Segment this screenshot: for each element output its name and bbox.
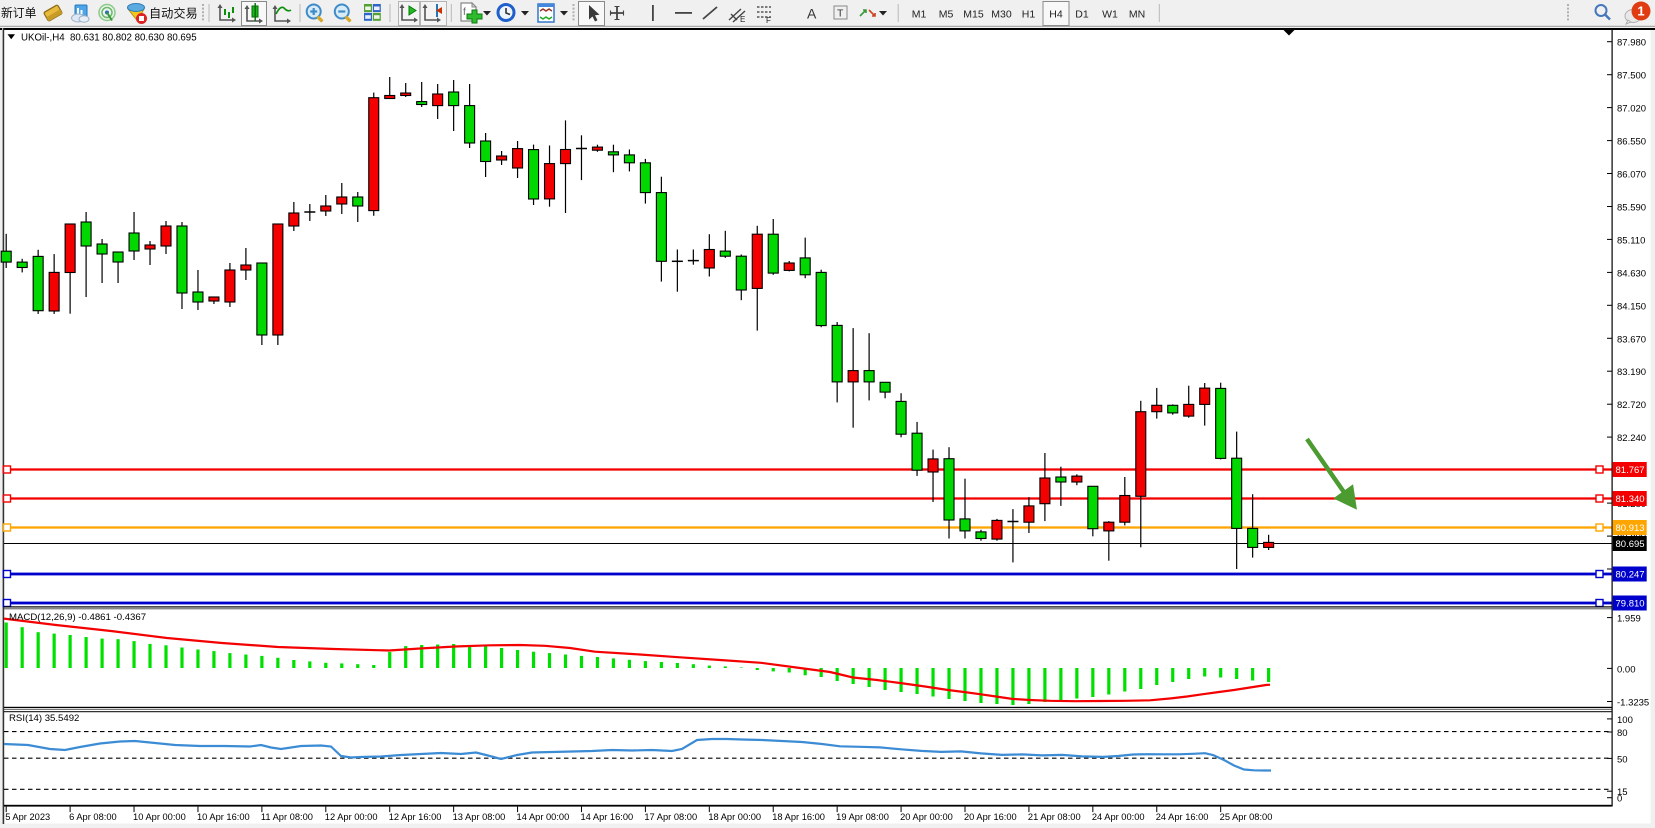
svg-text:f: f (463, 7, 466, 18)
svg-text:87.020: 87.020 (1617, 104, 1646, 115)
svg-text:15: 15 (1617, 787, 1628, 798)
svg-text:87.500: 87.500 (1617, 71, 1646, 82)
svg-text:82.720: 82.720 (1617, 400, 1646, 411)
svg-text:25 Apr 08:00: 25 Apr 08:00 (1220, 812, 1273, 822)
svg-text:19 Apr 08:00: 19 Apr 08:00 (836, 812, 889, 822)
svg-text:80.695: 80.695 (1616, 539, 1645, 550)
svg-text:T: T (837, 8, 844, 20)
svg-text:80: 80 (1617, 728, 1628, 739)
svg-text:83.670: 83.670 (1617, 334, 1646, 345)
svg-text:12 Apr 00:00: 12 Apr 00:00 (325, 812, 378, 822)
svg-text:85.110: 85.110 (1617, 235, 1645, 246)
svg-text:H4: H4 (1049, 9, 1063, 21)
svg-text:10 Apr 00:00: 10 Apr 00:00 (133, 812, 186, 822)
svg-text:RSI(14) 35.5492: RSI(14) 35.5492 (9, 713, 79, 724)
svg-text:86.070: 86.070 (1617, 170, 1646, 181)
svg-text:11 Apr 08:00: 11 Apr 08:00 (261, 812, 313, 822)
svg-text:18 Apr 16:00: 18 Apr 16:00 (772, 812, 825, 822)
svg-text:13 Apr 08:00: 13 Apr 08:00 (453, 812, 506, 822)
svg-text:UKOil-,H4 80.631 80.802 80.63: UKOil-,H4 80.631 80.802 80.630 80.695 (21, 32, 197, 43)
svg-text:M5: M5 (939, 9, 954, 21)
svg-text:W1: W1 (1102, 9, 1118, 21)
svg-text:20 Apr 00:00: 20 Apr 00:00 (900, 812, 953, 822)
svg-text:21 Apr 08:00: 21 Apr 08:00 (1028, 812, 1081, 822)
svg-text:87.980: 87.980 (1617, 38, 1646, 49)
svg-text:24 Apr 16:00: 24 Apr 16:00 (1156, 812, 1209, 822)
svg-text:0.00: 0.00 (1617, 664, 1636, 675)
svg-text:MACD(12,26,9) -0.4861 -0.4367: MACD(12,26,9) -0.4861 -0.4367 (9, 612, 146, 623)
svg-text:85.590: 85.590 (1617, 203, 1646, 214)
svg-text:H1: H1 (1022, 9, 1036, 21)
svg-text:D1: D1 (1075, 9, 1089, 21)
svg-text:84.630: 84.630 (1617, 268, 1646, 279)
svg-text:自动交易: 自动交易 (149, 6, 198, 21)
svg-text:0: 0 (1617, 794, 1622, 805)
svg-text:F: F (766, 16, 771, 25)
svg-text:6 Apr 08:00: 6 Apr 08:00 (69, 812, 117, 822)
svg-text:20 Apr 16:00: 20 Apr 16:00 (964, 812, 1017, 822)
svg-text:50: 50 (1617, 754, 1628, 765)
svg-text:M15: M15 (963, 9, 984, 21)
svg-text:1: 1 (1637, 4, 1644, 19)
svg-text:10 Apr 16:00: 10 Apr 16:00 (197, 812, 250, 822)
svg-text:84.150: 84.150 (1617, 301, 1646, 312)
svg-text:5 Apr 2023: 5 Apr 2023 (5, 812, 50, 822)
svg-text:14 Apr 00:00: 14 Apr 00:00 (517, 812, 570, 822)
svg-text:79.810: 79.810 (1616, 599, 1645, 610)
svg-text:83.190: 83.190 (1617, 367, 1646, 378)
svg-text:E: E (740, 15, 745, 24)
svg-text:17 Apr 08:00: 17 Apr 08:00 (644, 812, 697, 822)
svg-text:1.959: 1.959 (1617, 614, 1641, 625)
svg-text:24 Apr 00:00: 24 Apr 00:00 (1092, 812, 1145, 822)
svg-text:86.550: 86.550 (1617, 137, 1646, 148)
svg-text:M30: M30 (991, 9, 1012, 21)
svg-text:81.340: 81.340 (1616, 494, 1645, 505)
svg-text:新订单: 新订单 (1, 6, 37, 20)
svg-text:100: 100 (1617, 715, 1633, 726)
svg-text:18 Apr 00:00: 18 Apr 00:00 (708, 812, 761, 822)
svg-text:81.767: 81.767 (1616, 465, 1645, 476)
svg-text:M1: M1 (912, 9, 927, 21)
svg-text:-1.3235: -1.3235 (1617, 698, 1649, 709)
svg-text:MN: MN (1129, 9, 1145, 21)
svg-text:A: A (807, 6, 817, 22)
svg-text:82.240: 82.240 (1617, 433, 1646, 444)
svg-text:14 Apr 16:00: 14 Apr 16:00 (580, 812, 633, 822)
svg-text:80.247: 80.247 (1616, 570, 1645, 581)
svg-text:12 Apr 16:00: 12 Apr 16:00 (389, 812, 442, 822)
svg-text:80.913: 80.913 (1616, 523, 1645, 534)
